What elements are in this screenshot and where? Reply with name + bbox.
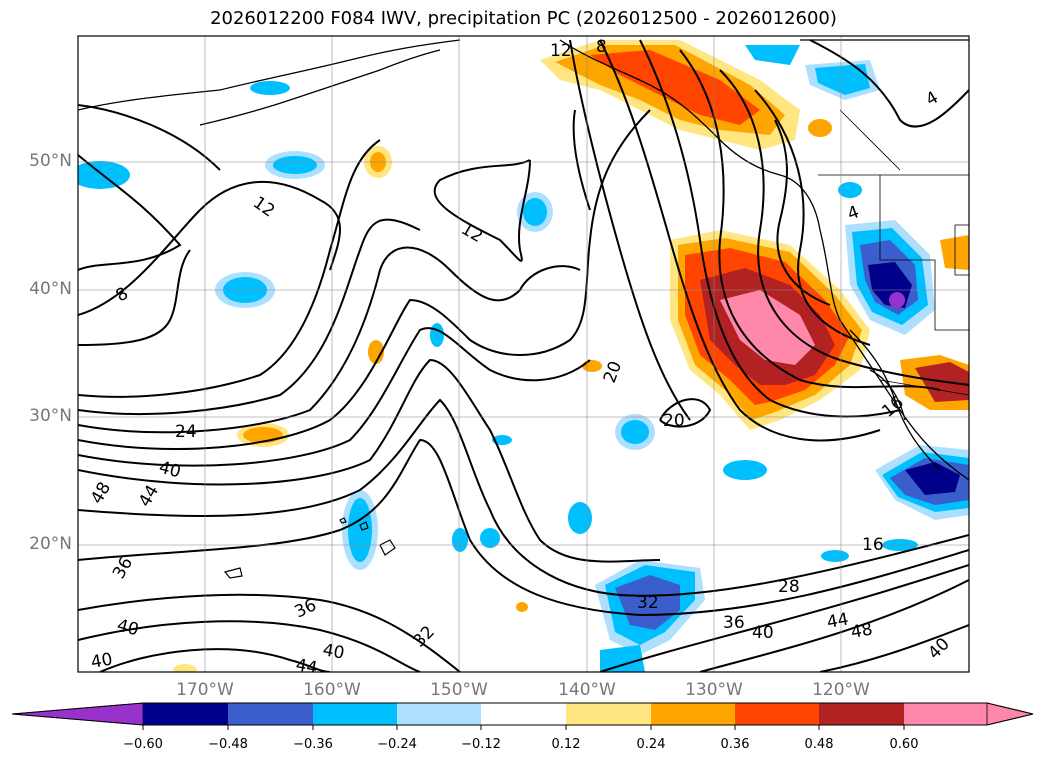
contour-label: 44: [825, 609, 850, 632]
lon-label: 120°W: [812, 680, 870, 700]
colorbar-tick-label: −0.12: [461, 737, 501, 752]
borders: [818, 109, 969, 396]
contour-label: 20: [663, 411, 685, 431]
colorbar-extend-min: [11, 702, 144, 726]
lon-label: 160°W: [303, 680, 361, 700]
contour-label: 32: [637, 593, 659, 613]
contour-label: 28: [778, 577, 800, 597]
contour-label: 44: [294, 655, 319, 678]
contour-label: 40: [752, 623, 774, 643]
contour-label: 40: [89, 649, 114, 672]
lon-label: 130°W: [685, 680, 743, 700]
colorbar-bin: [481, 703, 566, 725]
contour-label: 12: [550, 41, 572, 61]
colorbar-bin: [904, 703, 987, 725]
colorbar-bin: [566, 703, 651, 725]
contour-label: 40: [321, 640, 346, 663]
colorbar-bin: [143, 703, 228, 725]
hawaii-islands: [223, 517, 396, 579]
colorbar-tick-label: −0.60: [123, 737, 163, 752]
colorbar-bin: [735, 703, 819, 725]
lat-label: 20°N: [29, 534, 72, 554]
contour-label: 24: [175, 422, 197, 442]
colorbar-tick-label: −0.36: [293, 737, 333, 752]
colorbar-tick-label: 0.24: [636, 737, 666, 752]
iwv-contours: [78, 39, 969, 672]
colorbar-tick-label: 0.60: [889, 737, 919, 752]
lon-label: 140°W: [558, 680, 616, 700]
lon-label: 150°W: [430, 680, 488, 700]
contour-label: 36: [723, 613, 745, 633]
colorbar-bin: [397, 703, 481, 725]
colorbar-tick-label: 0.12: [551, 737, 581, 752]
contour-label: 16: [862, 535, 884, 555]
lat-label: 40°N: [29, 279, 72, 299]
colorbar-tick-label: 0.48: [804, 737, 834, 752]
map-title: 2026012200 F084 IWV, precipitation PC (2…: [210, 8, 837, 29]
map-frame: [77, 35, 970, 673]
contour-label: 8: [596, 37, 607, 57]
colorbar-bin: [228, 703, 313, 725]
colorbar: [11, 702, 1034, 730]
colorbar-tick-label: 0.36: [720, 737, 750, 752]
colorbar-bin: [313, 703, 397, 725]
colorbar-tick-label: −0.24: [377, 737, 417, 752]
colorbar-bin: [819, 703, 904, 725]
coastlines: [78, 39, 969, 481]
colorbar-tick-label: −0.48: [208, 737, 248, 752]
colorbar-extend-max: [986, 702, 1034, 726]
lat-label: 30°N: [29, 406, 72, 426]
colorbar-bin: [651, 703, 735, 725]
precip-shading: [78, 40, 969, 672]
lat-label: 50°N: [29, 151, 72, 171]
lon-label: 170°W: [176, 680, 234, 700]
contour-label: 48: [849, 619, 874, 642]
gridlines: [78, 36, 969, 672]
